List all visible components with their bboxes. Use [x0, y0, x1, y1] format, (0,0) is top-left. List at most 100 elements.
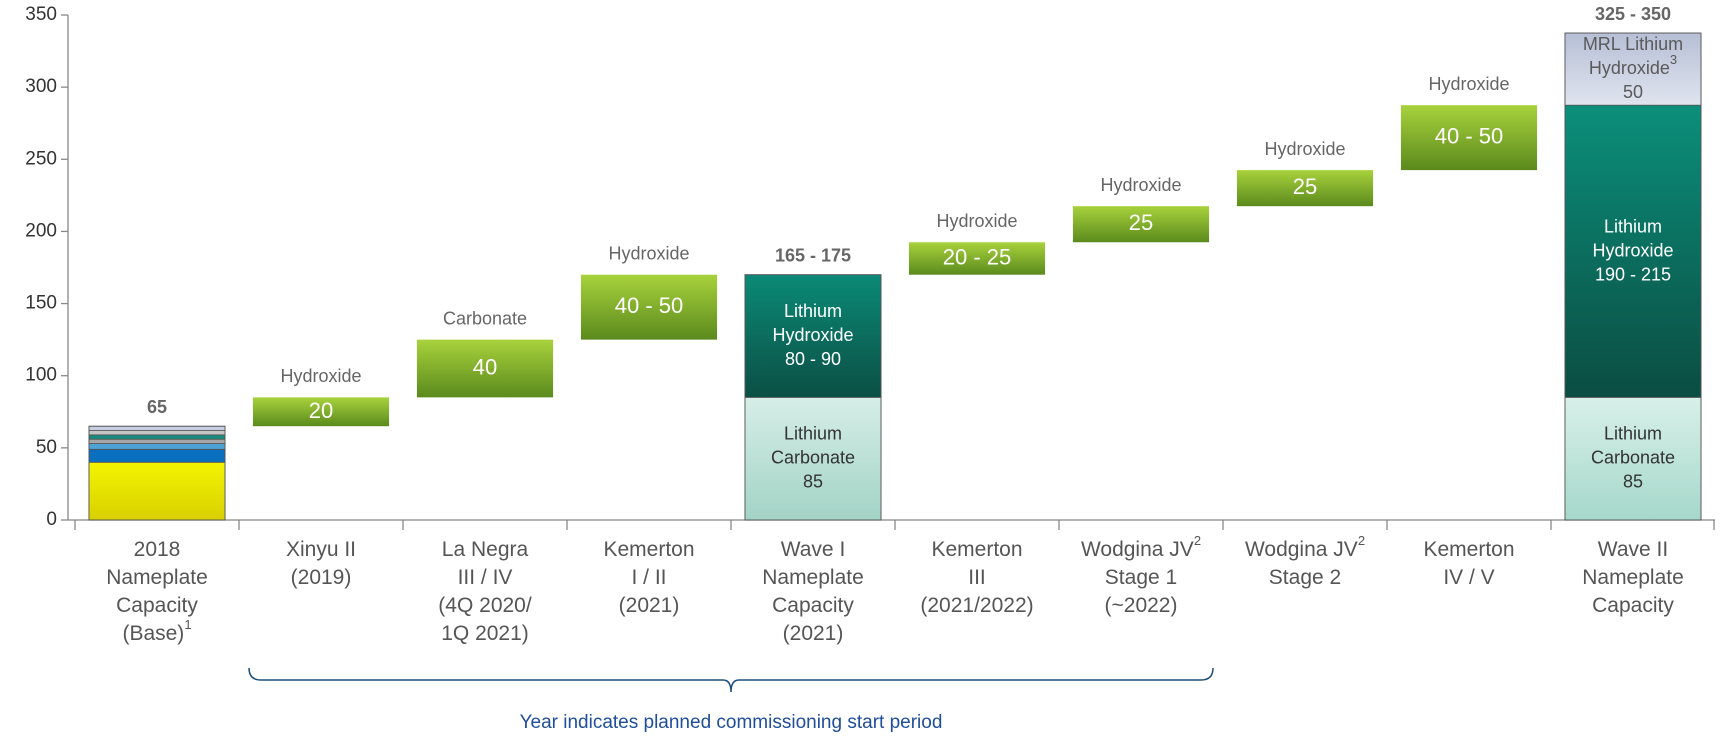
- bar-note: Hydroxide: [936, 211, 1017, 231]
- data-label: Hydroxide: [772, 325, 853, 345]
- data-label: Hydroxide: [1592, 240, 1673, 260]
- x-tick-label: Kemerton: [931, 538, 1022, 561]
- x-tick-label: (2021): [619, 594, 680, 617]
- bracket: [248, 667, 1214, 693]
- data-label-text: 85: [803, 471, 823, 491]
- bar-segment: [416, 339, 554, 398]
- x-tick-label: Capacity: [772, 594, 854, 617]
- data-label: 190 - 215: [1595, 264, 1671, 284]
- x-tick-label: (~2022): [1105, 594, 1178, 617]
- x-tick-label: 1Q 2021): [441, 622, 529, 645]
- y-tick-label: 100: [25, 365, 57, 386]
- bar-outline: [88, 425, 226, 521]
- y-tick-label: 200: [25, 220, 57, 241]
- footnote-mark: 1: [184, 617, 191, 632]
- data-label: 40 - 50: [615, 293, 684, 318]
- data-label: Carbonate: [771, 447, 855, 467]
- bar-segment: [1564, 32, 1702, 106]
- x-tick-label-text: III / IV: [458, 566, 513, 589]
- data-label: Lithium: [784, 423, 842, 443]
- data-label-text: Lithium: [1604, 216, 1662, 236]
- bar-segment: [1564, 104, 1702, 398]
- x-tick-label-text: Xinyu II: [286, 538, 356, 561]
- bar-segment: [1564, 396, 1702, 521]
- data-label: 20 - 25: [943, 244, 1012, 269]
- x-tick-label: IV / V: [1443, 566, 1494, 589]
- data-label: Lithium: [1604, 423, 1662, 443]
- bar-segment: [580, 274, 718, 340]
- x-tick-label-text: (2021/2022): [920, 594, 1033, 617]
- x-tick-label-text: Nameplate: [762, 566, 864, 589]
- x-tick-label-text: Stage 2: [1269, 566, 1341, 589]
- data-label-text: 50: [1623, 82, 1643, 102]
- x-tick-label-text: (4Q 2020/: [438, 594, 532, 617]
- data-label-text: 20: [309, 398, 333, 423]
- data-label-text: Hydroxide: [1589, 58, 1670, 78]
- x-tick-label: (2021): [783, 622, 844, 645]
- x-tick-label: Capacity: [116, 594, 198, 617]
- bar-segment: [88, 461, 226, 521]
- x-tick-label: (Base)1: [122, 617, 191, 644]
- bar-segment: [88, 434, 226, 440]
- x-tick-label-text: Nameplate: [1582, 566, 1684, 589]
- bar-segment: [1072, 206, 1210, 243]
- x-tick-label-text: I / II: [631, 566, 666, 589]
- footnote-mark: 2: [1358, 533, 1365, 548]
- bar-segment: [1400, 105, 1538, 171]
- data-label: Hydroxide3: [1589, 53, 1677, 78]
- x-tick-label-text: Wave I: [781, 538, 846, 561]
- data-label-text: MRL Lithium: [1583, 34, 1683, 54]
- data-label: Carbonate: [1591, 447, 1675, 467]
- x-tick-label: (2019): [291, 566, 352, 589]
- x-tick-label-text: Stage 1: [1105, 566, 1177, 589]
- data-label-text: 40: [473, 354, 497, 379]
- x-tick-label: Wave I: [781, 538, 846, 561]
- data-label: 40 - 50: [1435, 123, 1504, 148]
- data-label: 50: [1623, 82, 1643, 102]
- data-label-text: Carbonate: [1591, 447, 1675, 467]
- data-label-text: 80 - 90: [785, 349, 841, 369]
- data-label-text: Hydroxide: [772, 325, 853, 345]
- x-tick-label: Nameplate: [106, 566, 208, 589]
- y-tick-label: 250: [25, 148, 57, 169]
- bar-segment: [88, 448, 226, 463]
- total-label: 65: [147, 397, 167, 417]
- bar-note: Hydroxide: [1428, 74, 1509, 94]
- bar-note: Carbonate: [443, 308, 527, 328]
- bar-segment: [1236, 170, 1374, 207]
- x-tick-label-text: (2019): [291, 566, 352, 589]
- bar-note: Hydroxide: [1100, 175, 1181, 195]
- x-tick-label-text: III: [968, 566, 986, 589]
- x-tick-label-text: (2021): [783, 622, 844, 645]
- data-label-text: 20 - 25: [943, 244, 1012, 269]
- x-tick-label: Nameplate: [762, 566, 864, 589]
- data-label: 40: [473, 354, 497, 379]
- x-tick-label: Wave II: [1598, 538, 1668, 561]
- annotation: Year indicates planned commissioning sta…: [520, 712, 943, 733]
- bar-segment: [88, 443, 226, 450]
- data-label-text: 40 - 50: [615, 293, 684, 318]
- y-tick-label: 350: [25, 4, 57, 25]
- bar-segment: [88, 430, 226, 436]
- x-tick-label: Stage 1: [1105, 566, 1177, 589]
- bar-note: Hydroxide: [1264, 139, 1345, 159]
- bar-segment: [744, 396, 882, 521]
- data-label-text: Hydroxide: [1592, 240, 1673, 260]
- x-tick-label: Kemerton: [603, 538, 694, 561]
- data-label-text: 40 - 50: [1435, 123, 1504, 148]
- data-label-text: 25: [1293, 174, 1317, 199]
- data-label: 25: [1293, 174, 1317, 199]
- x-tick-label-text: Wodgina JV: [1081, 538, 1194, 561]
- x-tick-label: La Negra: [442, 538, 529, 561]
- data-label: 85: [1623, 471, 1643, 491]
- x-tick-label: III / IV: [458, 566, 513, 589]
- data-label-text: Lithium: [784, 301, 842, 321]
- x-tick-label-text: Kemerton: [603, 538, 694, 561]
- data-label-text: 25: [1129, 210, 1153, 235]
- x-tick-label-text: (2021): [619, 594, 680, 617]
- x-tick-label-text: Wodgina JV: [1245, 538, 1358, 561]
- total-label: 325 - 350: [1595, 4, 1671, 24]
- x-tick-label: Wodgina JV2: [1245, 533, 1365, 560]
- data-label-text: Lithium: [1604, 423, 1662, 443]
